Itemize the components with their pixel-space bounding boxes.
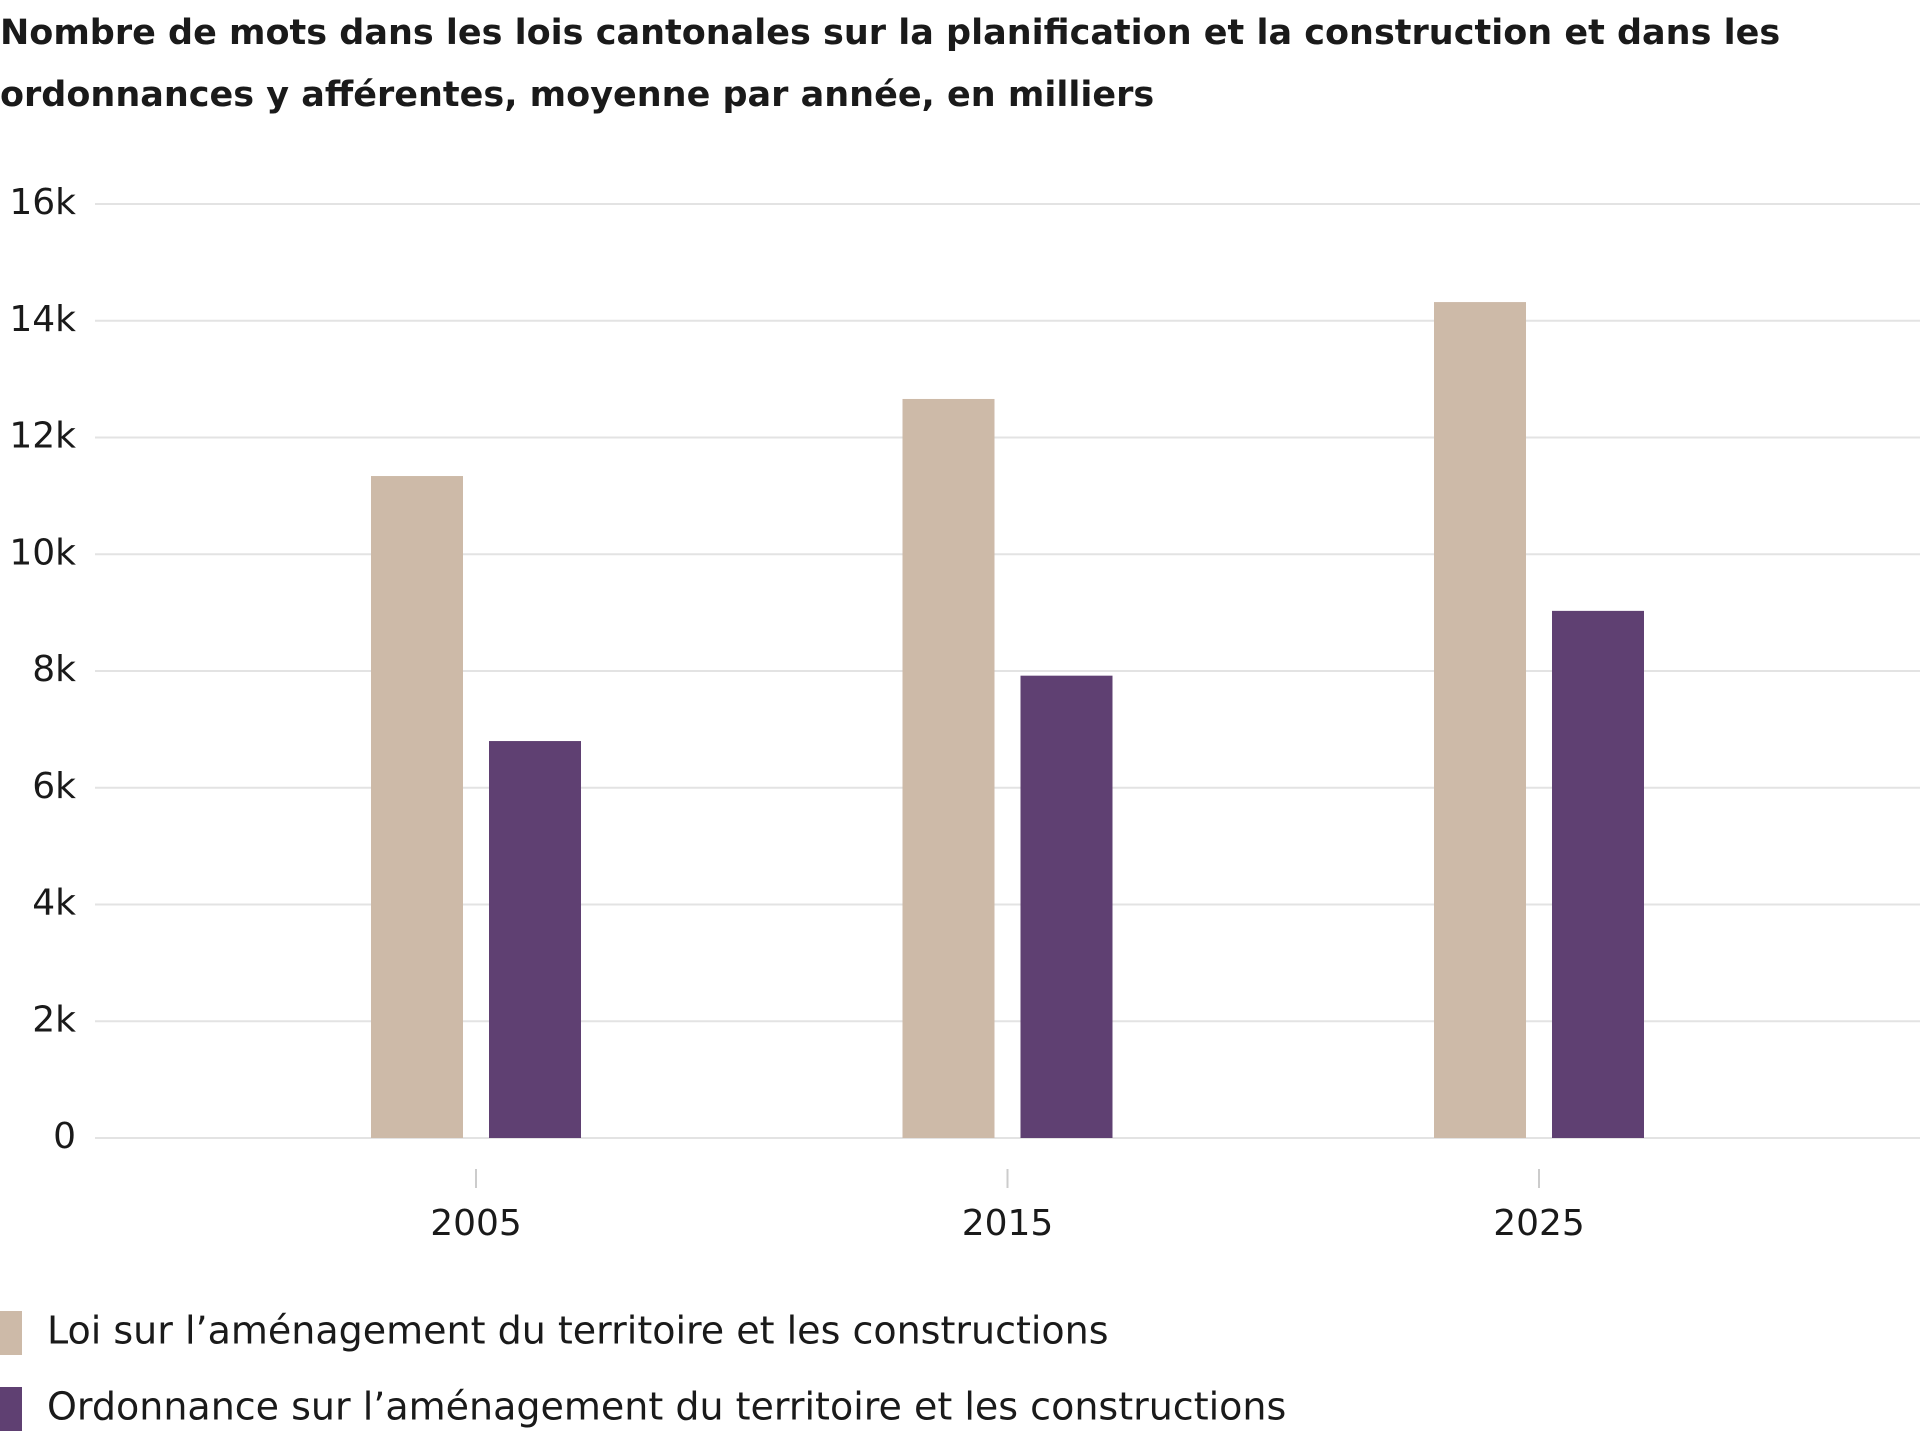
bar [489,741,581,1138]
bar [1434,302,1526,1138]
bar [371,476,463,1139]
legend-label: Loi sur l’aménagement du territoire et l… [47,1309,1109,1353]
legend-swatch [0,1387,22,1431]
bar [1552,610,1644,1138]
bar [1020,675,1113,1138]
y-tick-label: 14k [9,299,76,340]
legend-label: Ordonnance sur l’aménagement du territoi… [47,1385,1286,1429]
chart-title: Nombre de mots dans les lois cantonales … [0,13,1780,53]
y-tick-label: 4k [32,883,76,924]
y-tick-label: 16k [9,182,76,223]
x-tick-label: 2025 [1493,1203,1585,1244]
x-tick-label: 2005 [430,1203,522,1244]
y-tick-label: 0 [53,1116,76,1157]
y-tick-label: 8k [32,649,76,690]
legend-swatch [0,1311,22,1355]
y-tick-label: 2k [32,999,76,1040]
y-tick-label: 10k [9,532,76,573]
y-tick-label: 12k [9,416,76,457]
x-tick-label: 2015 [962,1203,1054,1244]
chart-title: ordonnances y afférentes, moyenne par an… [0,75,1154,115]
bar [902,398,995,1138]
y-tick-label: 6k [32,766,76,807]
